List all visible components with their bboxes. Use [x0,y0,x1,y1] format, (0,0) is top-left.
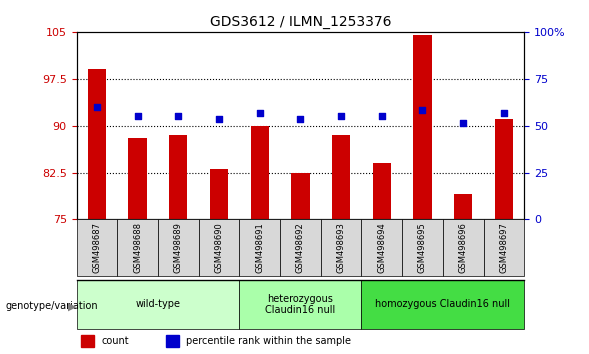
Bar [210,170,228,219]
Title: GDS3612 / ILMN_1253376: GDS3612 / ILMN_1253376 [210,16,391,29]
FancyBboxPatch shape [239,219,280,276]
Text: GSM498694: GSM498694 [378,222,386,273]
FancyBboxPatch shape [484,219,524,276]
Bar [332,135,350,219]
Text: GSM498690: GSM498690 [214,222,223,273]
Text: GSM498696: GSM498696 [459,222,468,273]
Point [377,113,386,119]
Text: GSM498693: GSM498693 [336,222,346,273]
Bar [81,336,94,347]
Bar [166,336,178,347]
Point [214,116,224,122]
Text: ▶: ▶ [68,301,76,311]
Point [418,107,427,113]
FancyBboxPatch shape [280,219,321,276]
Bar [128,138,147,219]
FancyBboxPatch shape [443,219,484,276]
Text: GSM498692: GSM498692 [296,222,305,273]
Point [336,113,346,119]
FancyBboxPatch shape [362,219,402,276]
Point [296,116,305,122]
FancyBboxPatch shape [362,280,524,329]
Point [133,113,143,119]
Text: count: count [101,336,129,346]
Point [174,113,183,119]
FancyBboxPatch shape [77,280,239,329]
Text: wild-type: wild-type [135,299,180,309]
Text: GSM498688: GSM498688 [133,222,142,273]
FancyBboxPatch shape [117,219,158,276]
Point [458,120,468,125]
Text: percentile rank within the sample: percentile rank within the sample [186,336,351,346]
Text: genotype/variation: genotype/variation [6,301,98,311]
Point [92,104,102,110]
FancyBboxPatch shape [198,219,239,276]
Text: GSM498687: GSM498687 [92,222,101,273]
Bar [250,126,269,219]
Bar [291,173,310,219]
FancyBboxPatch shape [402,219,443,276]
Bar [88,69,106,219]
Point [499,110,508,116]
FancyBboxPatch shape [77,219,117,276]
Bar [373,163,391,219]
FancyBboxPatch shape [321,219,362,276]
FancyBboxPatch shape [158,219,198,276]
Bar [454,194,472,219]
FancyBboxPatch shape [239,280,362,329]
Text: heterozygous
Claudin16 null: heterozygous Claudin16 null [265,293,336,315]
Text: GSM498697: GSM498697 [499,222,508,273]
Bar [413,35,432,219]
Text: GSM498695: GSM498695 [418,222,427,273]
Point [255,110,264,116]
Text: GSM498691: GSM498691 [255,222,264,273]
Bar [495,119,513,219]
Bar [169,135,187,219]
Text: GSM498689: GSM498689 [174,222,183,273]
Text: homozygous Claudin16 null: homozygous Claudin16 null [375,299,510,309]
